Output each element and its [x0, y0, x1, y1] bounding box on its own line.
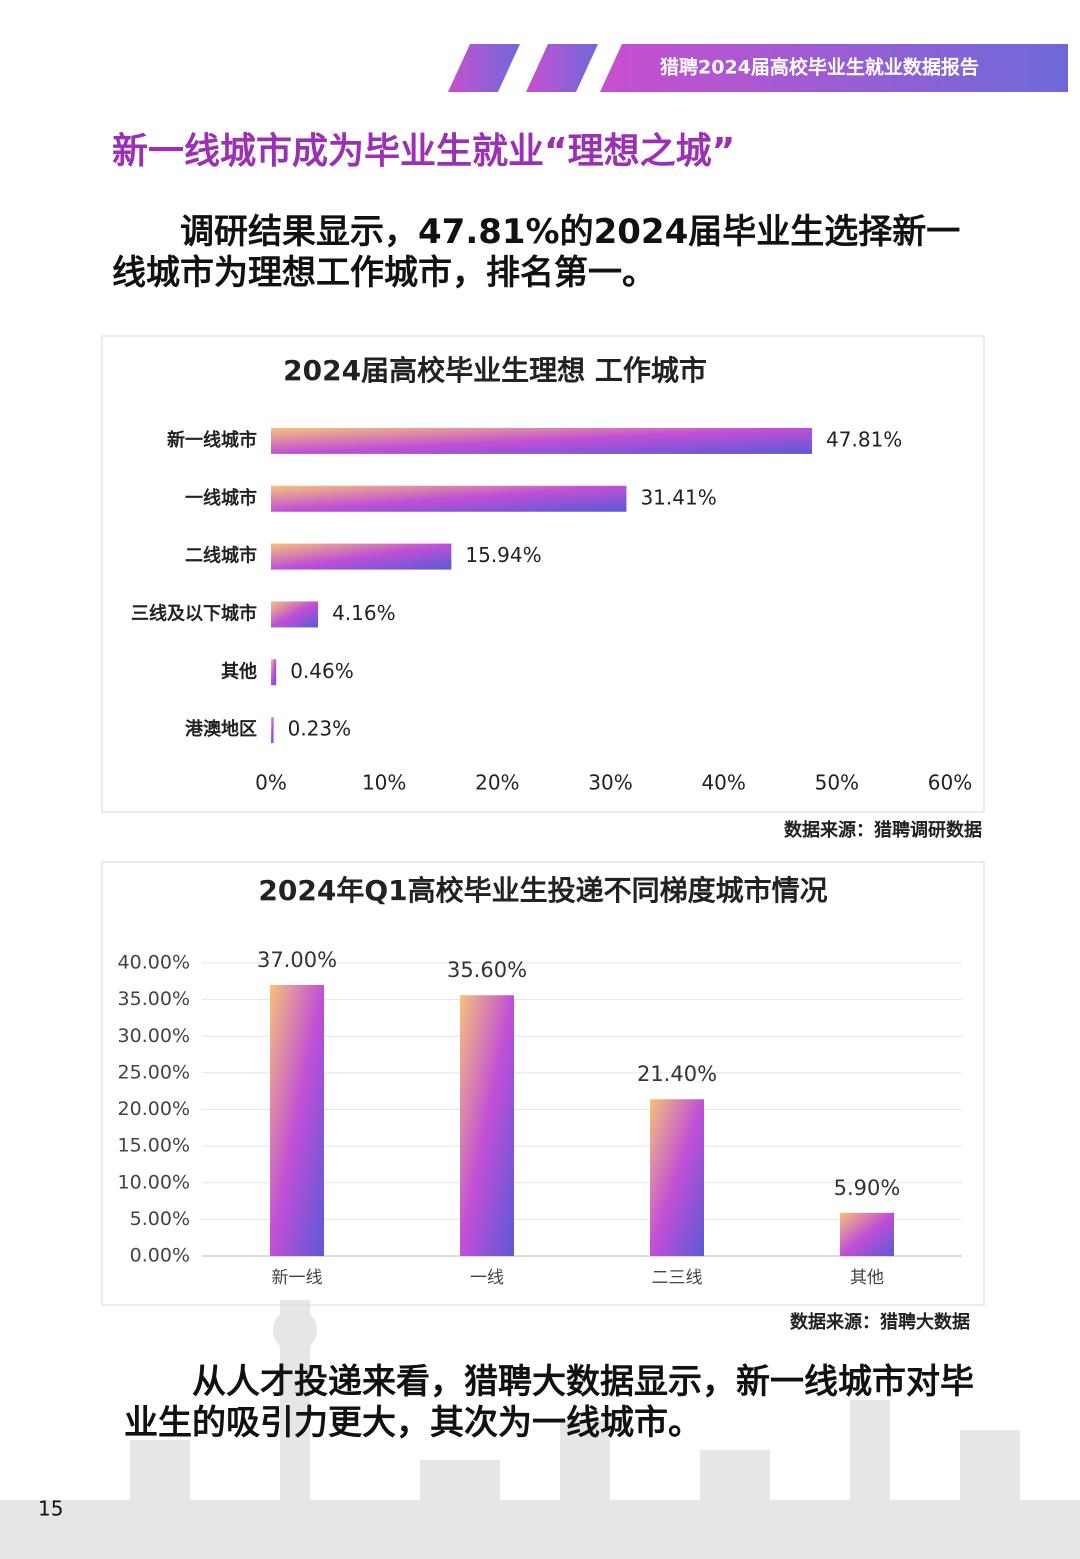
chart-title: 2024年Q1高校毕业生投递不同梯度城市情况 — [258, 874, 827, 907]
header-title: 猎聘2024届高校毕业生就业数据报告 — [660, 56, 979, 79]
y-tick-label: 5.00% — [130, 1208, 190, 1230]
bar — [271, 717, 274, 744]
x-tick-label: 新一线 — [272, 1268, 323, 1288]
x-tick-label: 30% — [588, 771, 632, 795]
data-label: 37.00% — [257, 948, 337, 972]
y-tick-label: 一线城市 — [185, 487, 257, 509]
data-label: 0.23% — [288, 717, 352, 741]
x-tick-label: 60% — [928, 771, 972, 795]
x-tick-label: 一线 — [470, 1268, 504, 1288]
y-tick-label: 10.00% — [118, 1171, 190, 1193]
y-tick-label: 三线及以下城市 — [131, 602, 257, 624]
x-tick-label: 0% — [255, 771, 287, 795]
x-tick-label: 40% — [701, 771, 745, 795]
x-tick-label: 二三线 — [652, 1268, 703, 1288]
data-label: 5.90% — [834, 1176, 901, 1200]
bar — [460, 995, 514, 1256]
paragraph: 调研结果显示，47.81%的2024届毕业生选择新一线城市为理想工作城市，排名第… — [112, 212, 961, 293]
data-label: 4.16% — [332, 601, 396, 625]
y-tick-label: 25.00% — [118, 1061, 190, 1083]
bar — [271, 601, 319, 628]
y-tick-label: 新一线城市 — [167, 429, 257, 451]
y-tick-label: 港澳地区 — [185, 718, 257, 740]
source: 数据来源：猎聘调研数据 — [784, 819, 982, 841]
y-tick-label: 15.00% — [118, 1135, 190, 1157]
data-label: 35.60% — [447, 958, 527, 982]
bar — [650, 1099, 704, 1256]
bar — [271, 543, 452, 570]
x-tick-label: 20% — [475, 771, 519, 795]
bar — [271, 659, 277, 686]
y-tick-label: 30.00% — [118, 1025, 190, 1047]
x-tick-label: 其他 — [850, 1268, 884, 1288]
chart-frame — [101, 335, 985, 813]
y-tick-label: 其他 — [221, 660, 257, 682]
chart-title: 2024届高校毕业生理想 工作城市 — [283, 354, 707, 387]
data-label: 47.81% — [826, 427, 902, 451]
bar — [271, 427, 813, 454]
paragraph: 从人才投递来看，猎聘大数据显示，新一线城市对毕业生的吸引力更大，其次为一线城市。 — [124, 1362, 974, 1443]
data-label: 21.40% — [637, 1062, 717, 1086]
header-banner — [448, 44, 1068, 92]
source: 数据来源：猎聘大数据 — [790, 1311, 970, 1333]
page-number: 15 — [38, 1497, 63, 1521]
chart-frame — [101, 861, 985, 1306]
data-label: 31.41% — [640, 485, 716, 509]
bar — [270, 984, 324, 1256]
data-label: 15.94% — [465, 543, 541, 567]
y-tick-label: 35.00% — [118, 988, 190, 1010]
y-tick-label: 40.00% — [118, 952, 190, 974]
y-tick-label: 二线城市 — [185, 545, 257, 567]
y-tick-label: 20.00% — [118, 1098, 190, 1120]
heading: 新一线城市成为毕业生就业“理想之城” — [112, 131, 735, 172]
x-tick-label: 50% — [815, 771, 859, 795]
x-tick-label: 10% — [362, 771, 406, 795]
bar — [840, 1212, 894, 1256]
bar — [271, 485, 627, 512]
skyline — [0, 1300, 1080, 1559]
data-label: 0.46% — [290, 659, 354, 683]
y-tick-label: 0.00% — [130, 1245, 190, 1267]
